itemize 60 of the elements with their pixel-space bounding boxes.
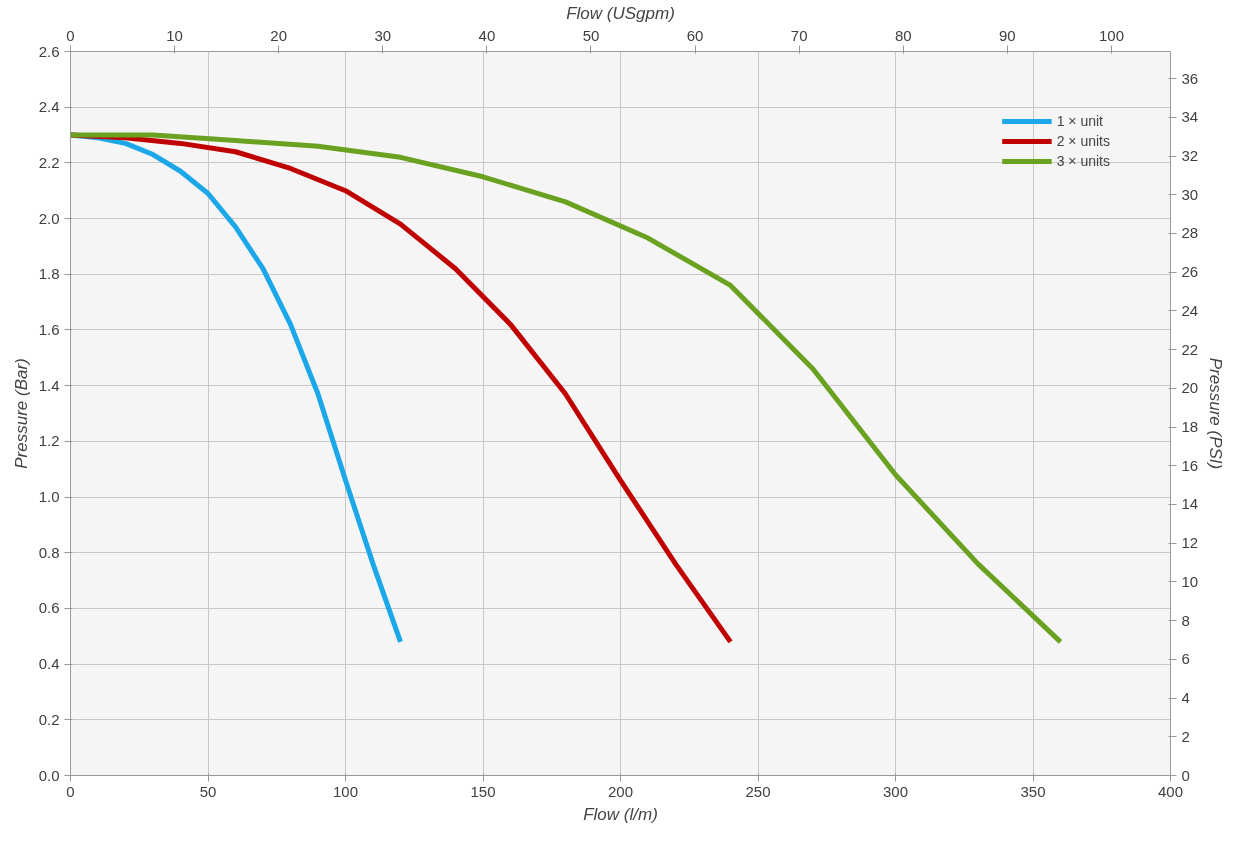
- x-tick-label: 250: [745, 782, 771, 800]
- y2-tick-label: 18: [1181, 418, 1199, 436]
- x2-tick-label: 80: [894, 26, 912, 44]
- y2-tick-label: 12: [1181, 534, 1199, 552]
- x2-tick-label: 70: [790, 26, 808, 44]
- y-tick-label: 1.0: [38, 488, 60, 506]
- x-tick-label: 150: [470, 782, 496, 800]
- y2-tick-label: 26: [1181, 263, 1199, 281]
- y-tick-label: 0.0: [38, 766, 60, 784]
- y2-tick-label: 10: [1181, 572, 1199, 590]
- x2-tick-label: 0: [66, 26, 75, 44]
- y2-tick-label: 22: [1181, 340, 1199, 358]
- x-tick-label: 50: [199, 782, 217, 800]
- y2-tick-label: 32: [1181, 147, 1199, 165]
- legend-label: 3 × units: [1056, 153, 1110, 169]
- y2-tick-label: 34: [1181, 108, 1199, 126]
- y-tick-label: 1.6: [38, 320, 60, 338]
- x2-axis-title: Flow (USgpm): [566, 3, 675, 23]
- y-tick-label: 0.6: [38, 599, 60, 617]
- y-tick-label: 0.8: [38, 543, 60, 561]
- legend-label: 1 × unit: [1056, 113, 1103, 129]
- x-tick-label: 300: [882, 782, 909, 800]
- y-axis-title: Pressure (Bar): [11, 358, 31, 469]
- x-tick-label: 350: [1020, 782, 1046, 800]
- x2-tick-label: 100: [1098, 26, 1124, 44]
- y-tick-label: 2.4: [38, 98, 60, 116]
- y2-tick-label: 6: [1181, 650, 1190, 668]
- y-tick-label: 0.4: [38, 655, 60, 673]
- y2-tick-label: 20: [1181, 379, 1199, 397]
- y2-tick-label: 8: [1181, 611, 1190, 629]
- x2-tick-label: 20: [270, 26, 288, 44]
- x-tick-label: 200: [607, 782, 634, 800]
- x-tick-label: 0: [66, 782, 75, 800]
- x2-tick-label: 90: [999, 26, 1016, 44]
- y2-tick-label: 30: [1181, 185, 1199, 203]
- y2-tick-label: 4: [1181, 689, 1190, 707]
- y2-tick-label: 16: [1181, 456, 1199, 474]
- y-tick-label: 2.6: [38, 42, 60, 60]
- x2-tick-label: 50: [582, 26, 600, 44]
- y-tick-label: 1.8: [38, 265, 60, 283]
- y2-tick-label: 24: [1181, 301, 1199, 319]
- y2-tick-label: 28: [1181, 224, 1199, 242]
- y-tick-label: 1.4: [38, 376, 60, 394]
- x-axis-title: Flow (l/m): [583, 804, 658, 824]
- x-tick-label: 100: [332, 782, 359, 800]
- y2-tick-label: 0: [1181, 766, 1190, 784]
- legend-label: 2 × units: [1056, 133, 1110, 149]
- y2-tick-label: 36: [1181, 69, 1199, 87]
- x2-tick-label: 60: [686, 26, 704, 44]
- y-tick-label: 0.2: [38, 710, 60, 728]
- y2-tick-label: 14: [1181, 495, 1199, 513]
- y-tick-label: 2.0: [38, 209, 60, 227]
- y-tick-label: 1.2: [38, 432, 60, 450]
- x2-tick-label: 40: [478, 26, 496, 44]
- x2-tick-label: 10: [166, 26, 183, 44]
- y-tick-label: 2.2: [38, 153, 60, 171]
- y2-tick-label: 2: [1181, 727, 1190, 745]
- y2-axis-title: Pressure (PSI): [1206, 357, 1226, 470]
- x-tick-label: 400: [1157, 782, 1184, 800]
- x2-tick-label: 30: [374, 26, 392, 44]
